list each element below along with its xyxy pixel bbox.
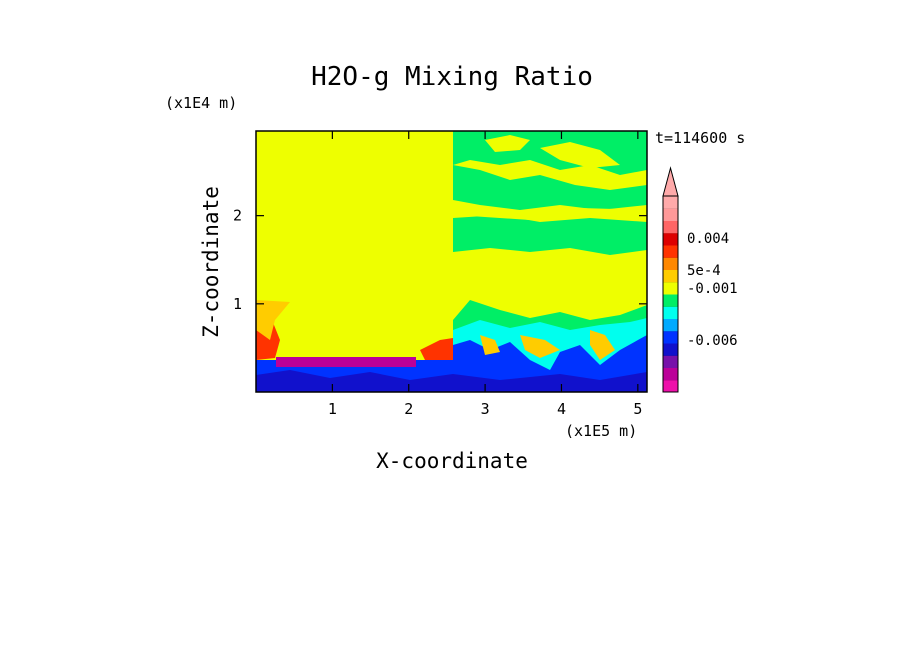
colorbar-swatch	[663, 269, 678, 283]
colorbar-swatch	[663, 208, 678, 221]
region-orange-blobs	[480, 330, 615, 360]
x-axis-label: X-coordinate	[376, 449, 528, 473]
colorbar-swatch	[663, 245, 678, 258]
x-scale-label: (x1E5 m)	[565, 422, 637, 440]
region-left-purple-band	[276, 357, 416, 367]
y-tick-label: 1	[233, 295, 242, 313]
x-tick-label: 2	[404, 400, 413, 418]
x-tick-label: 3	[481, 400, 490, 418]
contour-field	[256, 131, 647, 392]
colorbar-extend-arrow	[662, 166, 679, 197]
colorbar-swatch	[663, 257, 678, 270]
region-yellow-top-blob-2	[540, 142, 620, 168]
colorbar-label: 0.004	[687, 231, 729, 247]
x-tick-label: 1	[328, 400, 337, 418]
colorbar-label: 5e-4	[687, 263, 721, 279]
plot-frame	[255, 130, 648, 393]
region-left-yellow	[256, 131, 453, 361]
x-tick-label: 5	[633, 400, 642, 418]
y-axis-label: Z-coordinate	[199, 186, 223, 338]
y-axis: 12	[233, 207, 647, 313]
colorbar-swatch	[663, 281, 678, 295]
colorbar: 0.004 5e-4 -0.001 -0.006	[662, 166, 738, 393]
colorbar-swatch	[663, 306, 678, 319]
colorbar-swatch	[663, 379, 678, 393]
region-green-patch-b	[453, 215, 647, 255]
y-tick-label: 2	[233, 207, 242, 225]
time-label: t=114600 s	[655, 129, 745, 147]
colorbar-swatch	[663, 294, 678, 307]
chart-title: H2O-g Mixing Ratio	[311, 62, 593, 92]
colorbar-swatch	[663, 196, 678, 209]
region-blue-lower	[453, 335, 647, 392]
x-tick-label: 4	[557, 400, 566, 418]
colorbar-swatch	[663, 232, 678, 246]
colorbar-swatch	[663, 355, 678, 368]
x-axis: 1 2 3 4 5	[328, 131, 642, 418]
region-mid-red	[420, 338, 453, 360]
colorbar-swatch	[663, 343, 678, 356]
region-dark-floor	[256, 370, 647, 392]
region-left-orange-edge	[256, 300, 290, 340]
colorbar-label: -0.001	[687, 281, 738, 297]
colorbar-label: -0.006	[687, 333, 738, 349]
colorbar-swatch	[663, 318, 678, 332]
region-yellow-strip	[453, 205, 647, 220]
y-scale-label: (x1E4 m)	[165, 94, 237, 112]
colorbar-swatch	[663, 220, 678, 234]
region-yellow-top-blob	[485, 135, 530, 152]
region-green-patch-a	[453, 165, 647, 210]
colorbar-swatch	[663, 330, 678, 344]
colorbar-swatch	[663, 367, 678, 381]
